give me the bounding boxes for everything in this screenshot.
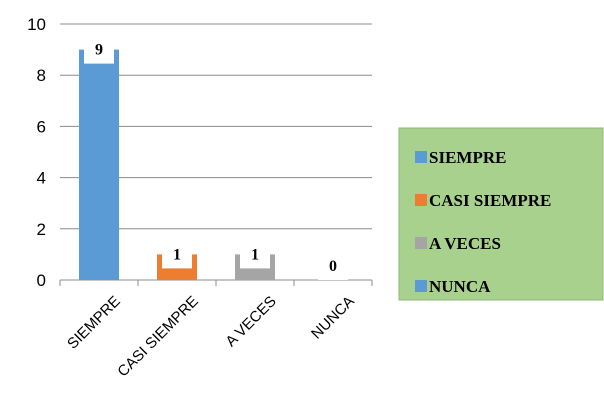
legend-entry: NUNCA — [415, 277, 491, 296]
legend-swatch — [415, 280, 427, 292]
data-label-text: 1 — [173, 246, 181, 263]
legend-entry: A VECES — [415, 234, 501, 253]
data-label-text: 0 — [329, 258, 337, 275]
legend-label: CASI SIEMPRE — [429, 191, 551, 210]
data-label-text: 9 — [95, 42, 103, 59]
data-label: 1 — [162, 240, 192, 269]
legend-swatch — [415, 151, 427, 163]
legend-label: SIEMPRE — [429, 148, 506, 167]
data-label: 9 — [84, 35, 114, 64]
legend: SIEMPRE CASI SIEMPRE A VECES NUNCA — [398, 127, 604, 301]
data-label-box — [162, 240, 192, 269]
data-labels: 9 1 1 0 — [84, 35, 348, 280]
data-label-box — [84, 35, 114, 64]
legend-box — [398, 127, 604, 301]
y-tick-label: 4 — [37, 169, 46, 188]
category-label: CASI SIEMPRE — [114, 293, 201, 380]
legend-entry: SIEMPRE — [415, 148, 506, 167]
legend-swatch — [415, 237, 427, 249]
legend-label: A VECES — [429, 234, 501, 253]
category-label: A VECES — [222, 293, 279, 350]
y-tick-label: 8 — [37, 66, 46, 85]
legend-entry: CASI SIEMPRE — [415, 191, 551, 210]
legend-label: NUNCA — [429, 277, 491, 296]
legend-swatch — [415, 194, 427, 206]
bar — [79, 49, 119, 280]
data-label-text: 1 — [251, 246, 259, 263]
y-tick-label: 0 — [37, 271, 46, 290]
y-tick-label: 6 — [37, 117, 46, 136]
y-tick-label: 10 — [27, 15, 46, 34]
data-label-box — [318, 252, 348, 280]
x-axis-tick-marks — [59, 280, 373, 286]
data-label: 0 — [318, 252, 348, 280]
category-label: SIEMPRE — [64, 293, 124, 353]
data-label: 1 — [240, 240, 270, 269]
y-axis-ticks: 0 2 4 6 8 10 — [27, 15, 46, 290]
y-tick-label: 2 — [37, 220, 46, 239]
data-label-box — [240, 240, 270, 269]
category-label: NUNCA — [308, 293, 358, 343]
